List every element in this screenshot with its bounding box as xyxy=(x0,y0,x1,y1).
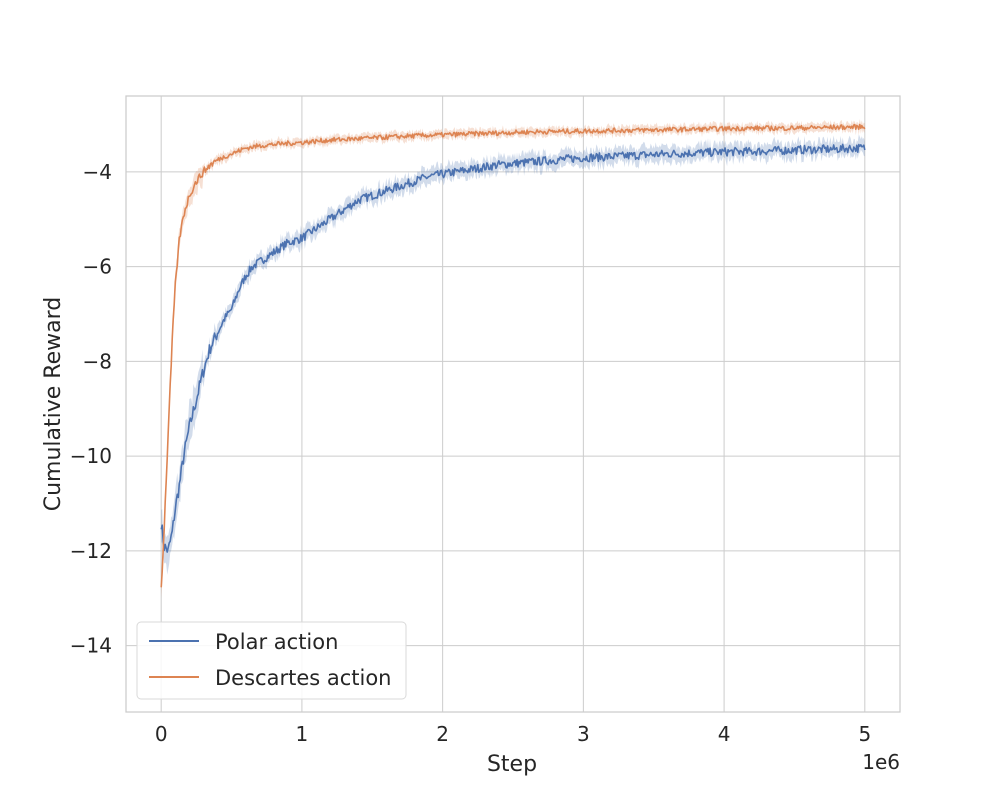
x-offset-label: 1e6 xyxy=(862,750,900,774)
legend-box xyxy=(136,621,407,700)
x-tick-label: 1 xyxy=(296,722,309,746)
x-gridlines xyxy=(160,96,866,712)
legend-label-polar: Polar action xyxy=(215,630,338,654)
y-tick-label: −4 xyxy=(83,160,112,184)
x-tick-label: 3 xyxy=(577,722,590,746)
y-tick-label: −6 xyxy=(83,255,112,279)
x-tick-label: 5 xyxy=(858,722,871,746)
y-tick-labels: −14 −12 −10 −8 −6 −4 xyxy=(70,160,112,658)
y-tick-label: −14 xyxy=(70,634,112,658)
x-axis-label: Step xyxy=(487,752,537,777)
legend-label-descartes: Descartes action xyxy=(215,666,392,690)
y-tick-label: −12 xyxy=(70,539,112,563)
legend: Polar action Descartes action xyxy=(136,621,407,700)
plot-background xyxy=(126,96,900,712)
series-lines xyxy=(160,123,866,588)
series-line-descartes xyxy=(160,123,866,588)
x-tick-label: 4 xyxy=(718,722,731,746)
y-tick-label: −10 xyxy=(70,444,112,468)
y-axis-label: Cumulative Reward xyxy=(41,297,66,512)
series-line-polar xyxy=(160,143,866,553)
plot-frame xyxy=(125,95,901,713)
x-tick-labels: 0 1 2 3 4 5 xyxy=(155,722,871,746)
y-tick-label: −8 xyxy=(83,349,112,373)
x-tick-label: 2 xyxy=(436,722,449,746)
x-tick-label: 0 xyxy=(155,722,168,746)
